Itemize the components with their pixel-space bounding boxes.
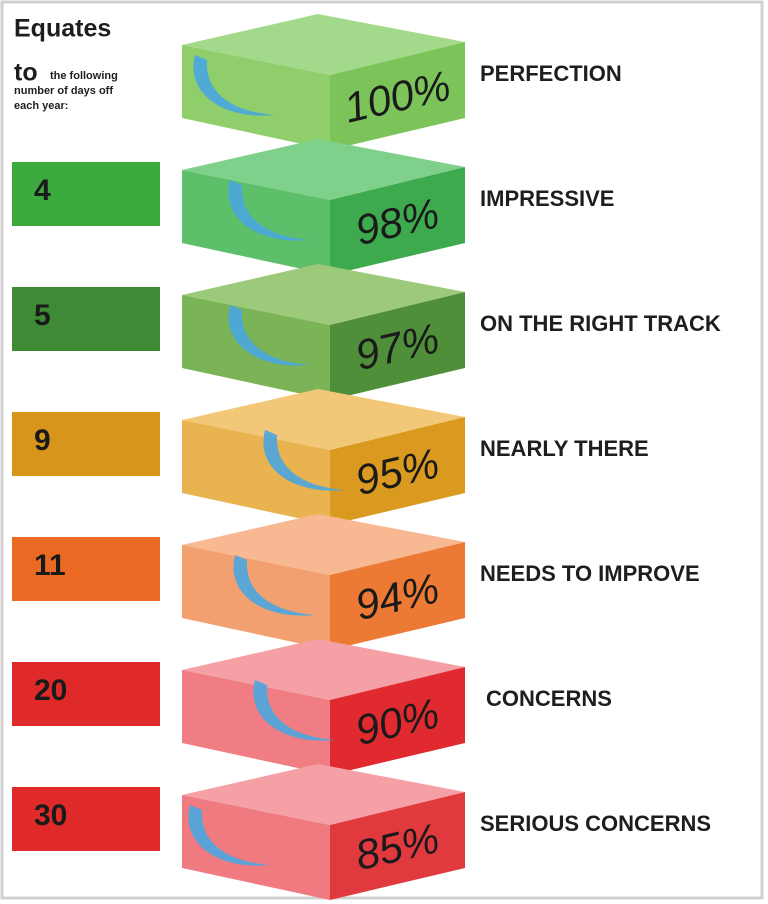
days-value: 9 [34, 424, 51, 457]
level-label: CONCERNS [486, 686, 612, 711]
level-label: IMPRESSIVE [480, 186, 614, 211]
header-title: Equates [14, 15, 111, 43]
header-note: number of days off [14, 85, 113, 97]
level-label: NEEDS TO IMPROVE [480, 561, 700, 586]
header-note: each year: [14, 100, 68, 112]
level-label: NEARLY THERE [480, 436, 649, 461]
infographic: Equates to the following number of days … [0, 0, 768, 904]
header-note: the following [50, 70, 118, 82]
days-value: 4 [34, 174, 51, 207]
days-value: 30 [34, 799, 67, 832]
days-value: 5 [34, 299, 51, 332]
days-value: 11 [34, 549, 66, 582]
level-label: ON THE RIGHT TRACK [480, 311, 721, 336]
days-value: 20 [34, 674, 67, 707]
level-label: PERFECTION [480, 61, 622, 86]
header-to: to [14, 59, 38, 87]
level-label: SERIOUS CONCERNS [480, 811, 711, 836]
